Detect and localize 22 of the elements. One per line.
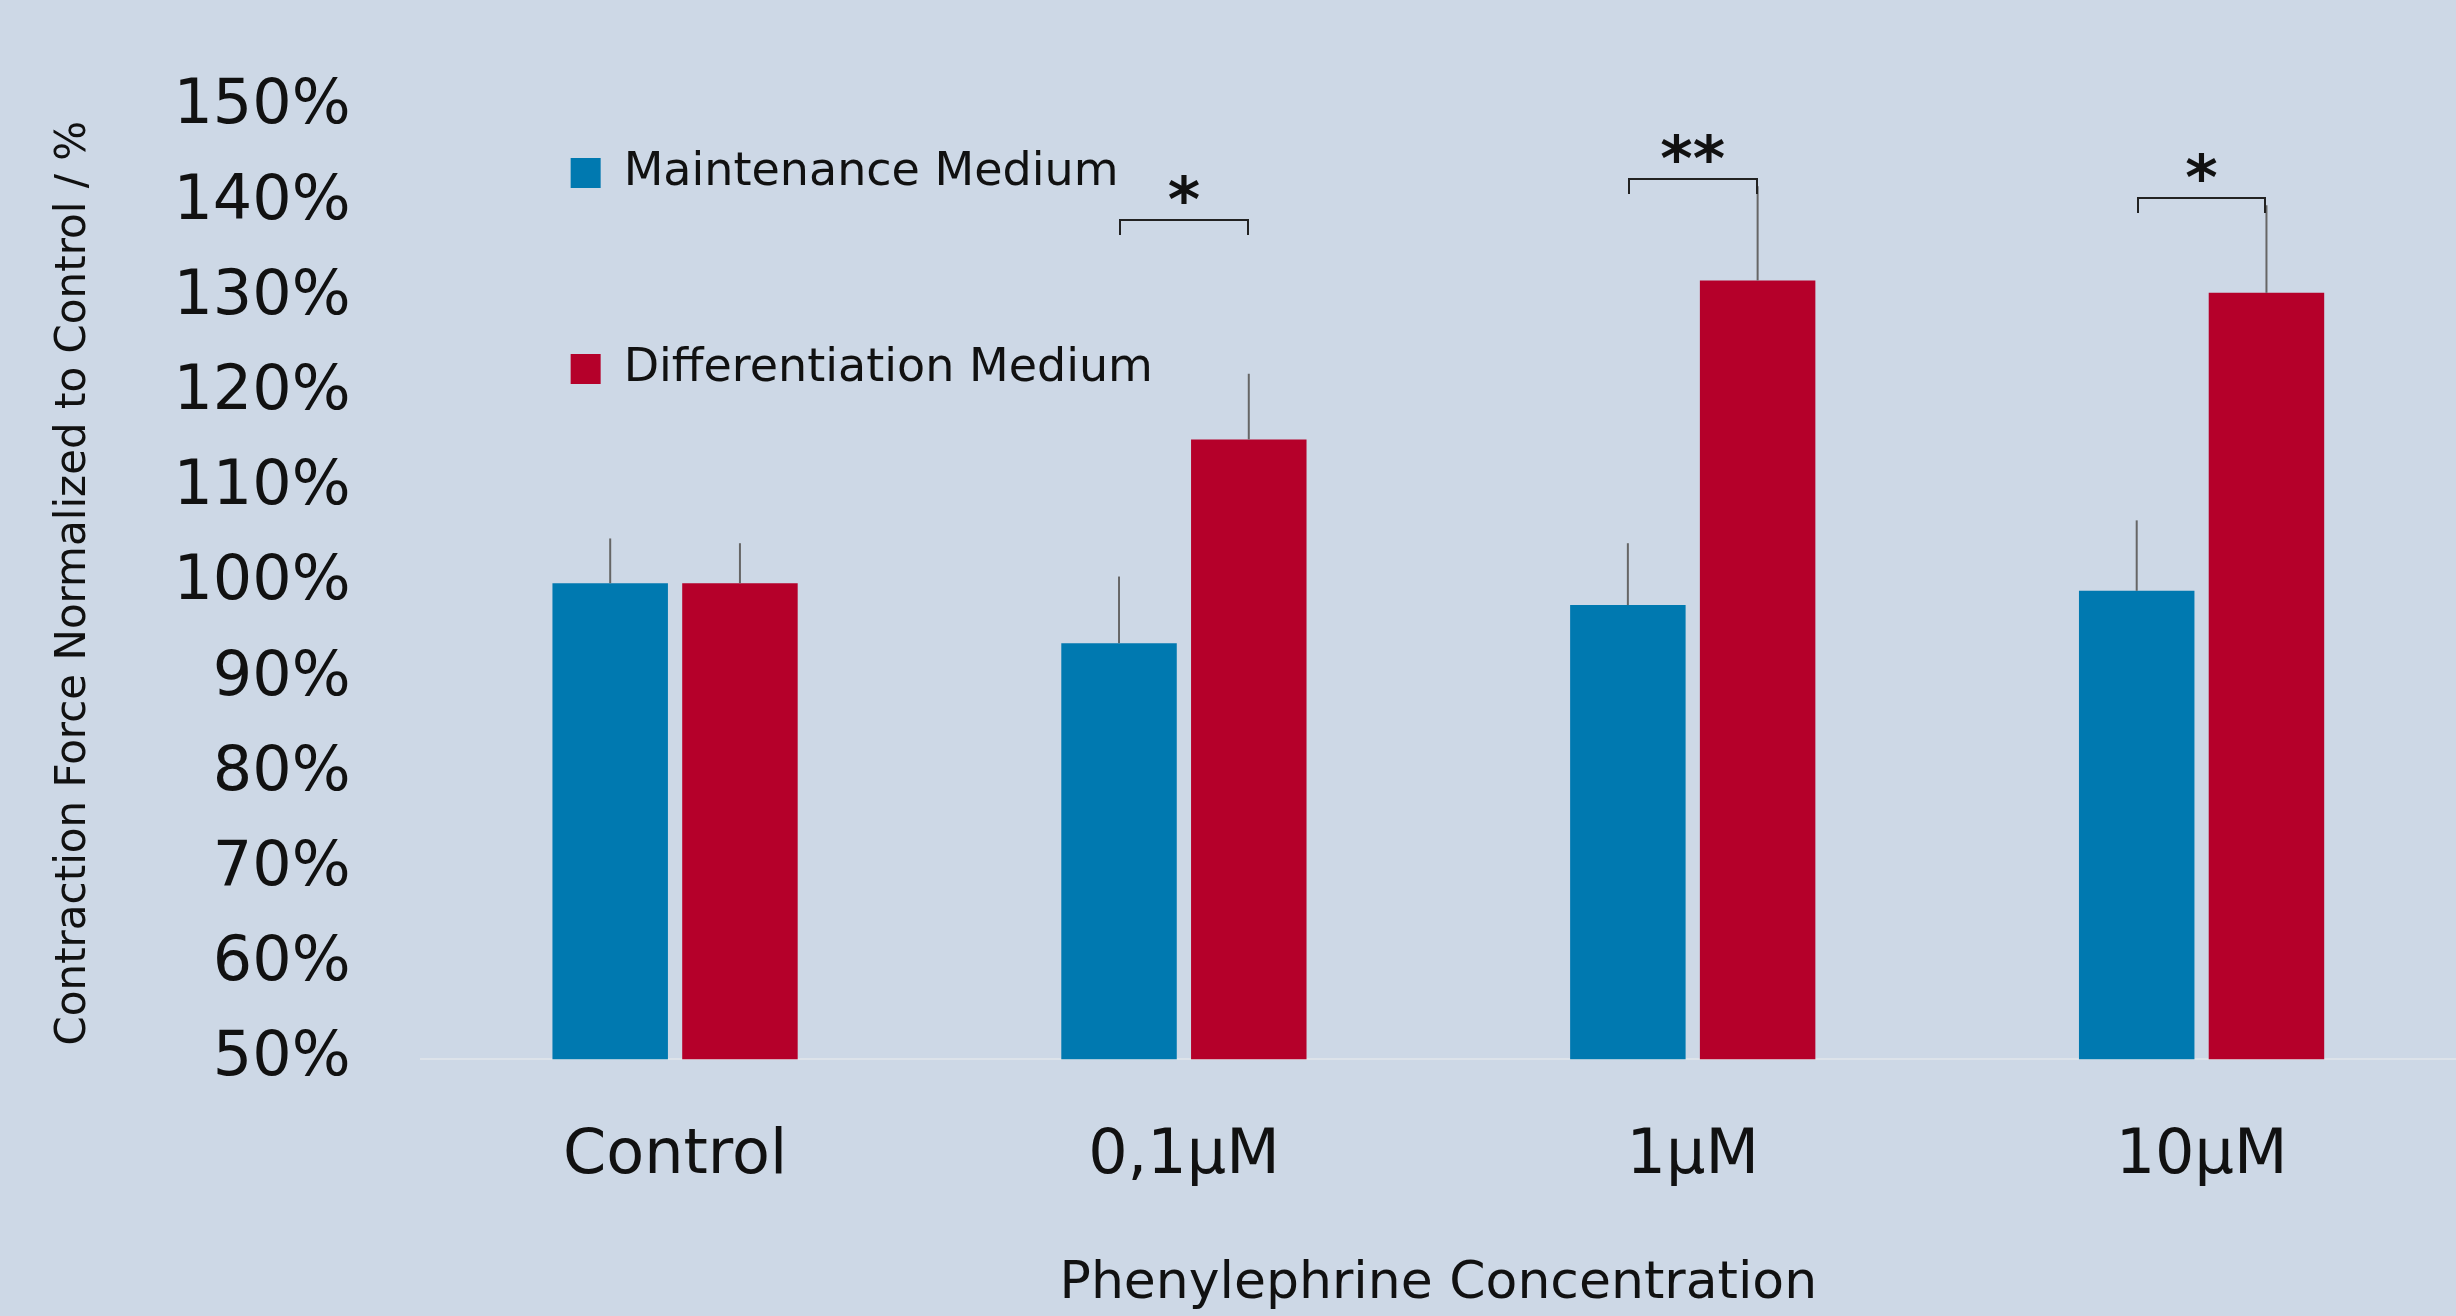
legend-label: Maintenance Medium [623, 141, 1119, 196]
x-tick-label: 10µM [2115, 1114, 2288, 1188]
y-tick-label: 140% [173, 160, 351, 234]
x-tick-label: 0,1µM [1088, 1114, 1280, 1188]
x-tick-label: Control [563, 1114, 788, 1188]
y-tick-label: 70% [212, 826, 351, 900]
y-tick-label: 100% [173, 541, 351, 615]
y-tick-label: 80% [212, 731, 351, 805]
y-tick-label: 150% [173, 65, 351, 139]
annotation: * [1167, 163, 1201, 237]
x-tick-label: 1µM [1626, 1114, 1759, 1188]
legend-label: Differentiation Medium [623, 337, 1153, 392]
annotation: ** [1660, 122, 1726, 196]
y-tick-label: 90% [212, 636, 351, 710]
x-axis-title: Phenylephrine Concentration [1059, 1250, 1818, 1311]
y-tick-label: 120% [173, 350, 351, 424]
y-axis-title: Contraction Force Normalized to Control / % [46, 120, 96, 1046]
y-tick-label: 50% [212, 1017, 351, 1091]
y-tick-label: 110% [173, 446, 351, 520]
annotation: * [2185, 141, 2218, 215]
y-tick-label: 60% [212, 922, 351, 996]
y-tick-label: 130% [173, 255, 351, 329]
